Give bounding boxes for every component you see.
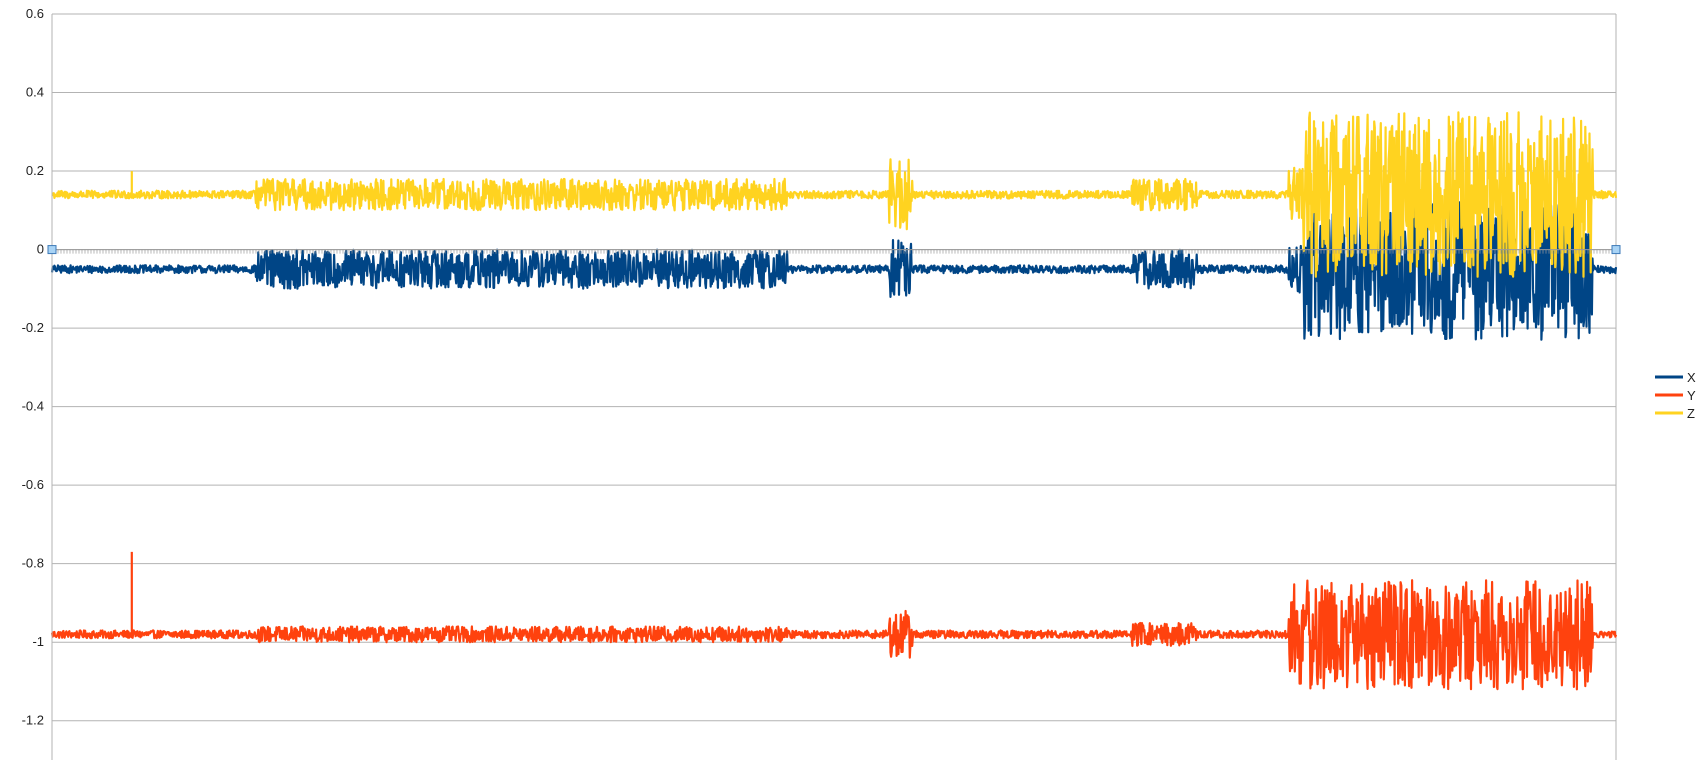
y-tick-label: -1.2 [22, 713, 44, 728]
legend-label-y: Y [1687, 388, 1696, 403]
axis-handle-left[interactable] [47, 245, 57, 255]
y-tick-label: -0.6 [22, 477, 44, 492]
y-tick-label: -0.4 [22, 399, 44, 414]
axes: 0.6 0.4 0.2 0 -0.2 -0.4 -0.6 -0.8 -1 -1.2 [22, 6, 1621, 760]
y-tick-label: 0 [37, 242, 44, 257]
grid [52, 13, 1617, 760]
y-tick-label: 0.6 [26, 6, 44, 21]
y-tick-label: -0.8 [22, 556, 44, 571]
series-line-y [50, 551, 1618, 691]
series-lines [50, 111, 1618, 691]
y-tick-label: 0.2 [26, 163, 44, 178]
y-tick-label: -1 [32, 634, 44, 649]
legend-label-z: Z [1687, 406, 1695, 421]
y-tick-label: 0.4 [26, 85, 44, 100]
legend: XYZ [1655, 370, 1696, 421]
axis-handle-right[interactable] [1611, 245, 1621, 255]
legend-label-x: X [1687, 370, 1696, 385]
y-tick-label: -0.2 [22, 320, 44, 335]
series-line-z [51, 111, 1618, 278]
